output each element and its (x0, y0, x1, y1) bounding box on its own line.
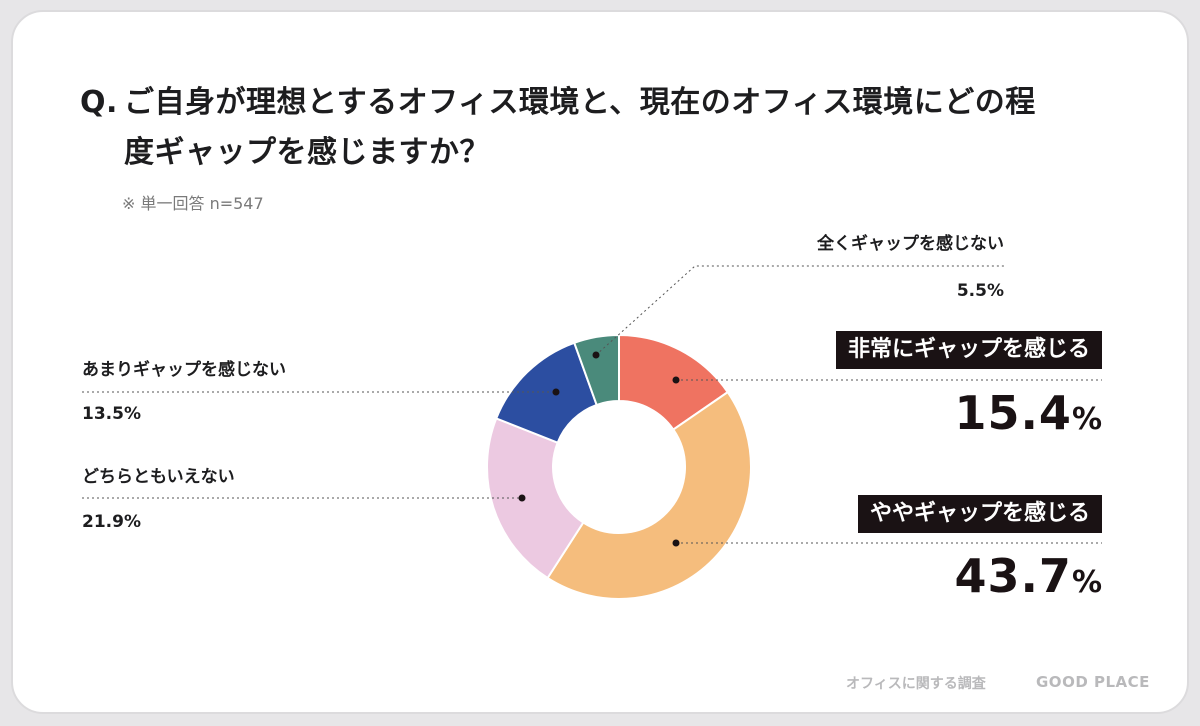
footer-brand: GOOD PLACE (1036, 673, 1150, 691)
donut-slice-somewhat (546, 390, 752, 600)
label-neutral-value: 21.9% (82, 512, 141, 532)
label-neutral-name: どちらともいえない (82, 467, 235, 487)
leader-dot-neutral (518, 494, 526, 502)
leader-dot-somewhat (672, 539, 680, 547)
question-mark: Q. (80, 85, 118, 120)
question-line-1: ご自身が理想とするオフィス環境と、現在のオフィス環境にどの程 (124, 85, 1036, 120)
label-none-name: 全くギャップを感じない (817, 234, 1004, 254)
label-little-name: あまりギャップを感じない (82, 360, 286, 380)
label-very-value: 15.4% (954, 386, 1102, 440)
donut-slice-none (573, 333, 620, 407)
label-somewhat-value: 43.7% (954, 549, 1102, 603)
question-line-2: 度ギャップを感じますか？ (124, 135, 490, 170)
label-very-sign: % (1071, 402, 1102, 437)
donut-slice-neutral (486, 417, 585, 580)
sample-note: ※ 単一回答 n=547 (122, 194, 264, 213)
footer-survey-name: オフィスに関する調査 (846, 676, 986, 692)
label-somewhat-tag: ややギャップを感じる (857, 495, 1102, 533)
label-somewhat-number: 43.7 (954, 549, 1072, 603)
label-very-tag: 非常にギャップを感じる (835, 331, 1102, 369)
label-little-value: 13.5% (82, 404, 141, 424)
label-none-value: 5.5% (956, 281, 1004, 301)
leader-dot-none (592, 351, 600, 359)
label-somewhat-sign: % (1071, 565, 1102, 600)
leader-dot-very (672, 376, 680, 384)
leader-dot-little (552, 388, 560, 396)
label-very-number: 15.4 (954, 386, 1072, 440)
